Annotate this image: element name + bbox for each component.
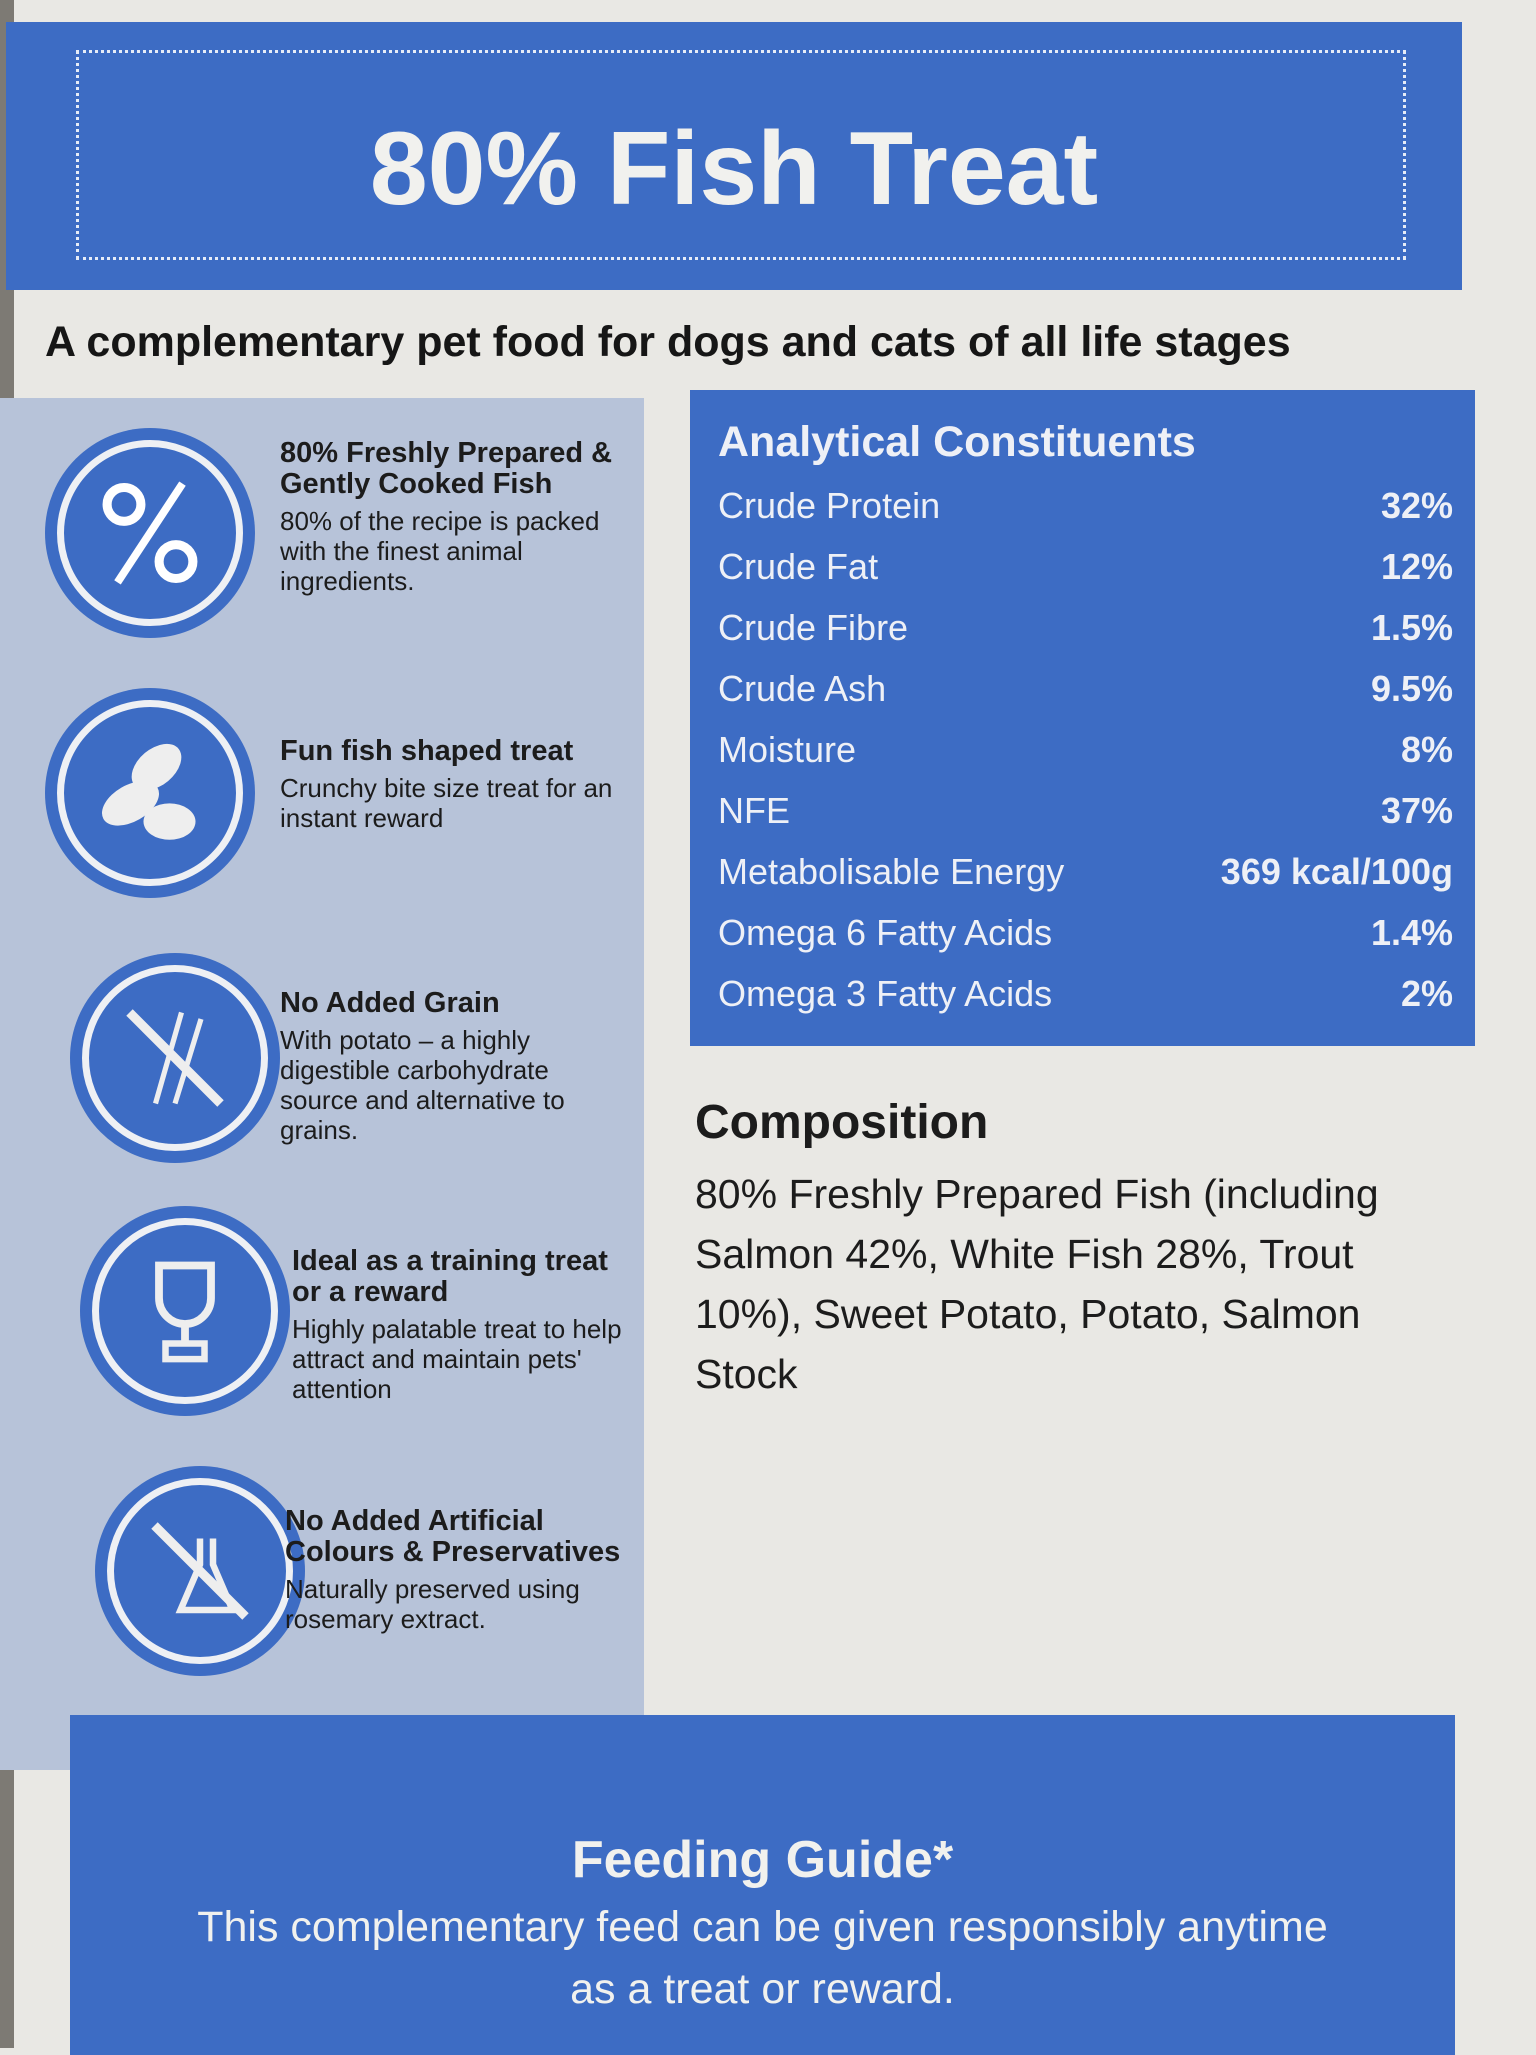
feeding-guide: Feeding Guide* This complementary feed c…	[70, 1715, 1455, 2055]
no-grain-icon	[70, 953, 280, 1163]
table-row: Crude Protein 32%	[718, 475, 1453, 536]
feeding-guide-title: Feeding Guide*	[571, 1831, 954, 1889]
feature-title: Ideal as a training treat or a reward	[292, 1245, 608, 1308]
constituent-label: NFE	[718, 789, 790, 831]
constituent-value: 369 kcal/100g	[1220, 850, 1453, 892]
table-row: Omega 6 Fatty Acids 1.4%	[718, 902, 1453, 963]
constituent-value: 1.4%	[1370, 911, 1453, 953]
feature-item: No Added Artificial Colours & Preservati…	[0, 1466, 644, 1706]
constituent-value: 2%	[1400, 972, 1453, 1014]
constituent-label: Crude Protein	[718, 484, 941, 526]
features-panel: 80% Freshly Prepared & Gently Cooked Fis…	[0, 398, 644, 1770]
constituent-label: Omega 6 Fatty Acids	[718, 911, 1053, 953]
feature-item: No Added Grain With potato – a highly dig…	[0, 953, 644, 1193]
constituent-value: 1.5%	[1370, 606, 1453, 648]
composition-title: Composition	[695, 1096, 989, 1149]
constituent-label: Moisture	[718, 728, 857, 770]
table-row: Omega 3 Fatty Acids 2%	[718, 963, 1453, 1024]
feature-description: Naturally preserved using rosemary extra…	[285, 1574, 580, 1634]
constituent-label: Crude Fat	[718, 545, 879, 587]
feeding-guide-text: This complementary feed can be given res…	[197, 1903, 1328, 2013]
feature-description: 80% of the recipe is packed with the fin…	[280, 506, 600, 596]
trophy-icon	[80, 1206, 290, 1416]
feature-description: Crunchy bite size treat for an instant r…	[280, 773, 613, 833]
table-row: NFE 37%	[718, 780, 1453, 841]
dotted-border	[76, 50, 1406, 260]
feature-item: Fun fish shaped treat Crunchy bite size t…	[0, 688, 644, 928]
table-row: Moisture 8%	[718, 719, 1453, 780]
table-row: Crude Fat 12%	[718, 536, 1453, 597]
feature-item: 80% Freshly Prepared & Gently Cooked Fis…	[0, 428, 644, 668]
subtitle: A complementary pet food for dogs and ca…	[45, 318, 1291, 366]
feature-title: No Added Artificial Colours & Preservati…	[285, 1505, 621, 1568]
constituent-value: 37%	[1380, 789, 1453, 831]
composition-section: Composition 80% Freshly Prepared Fish (i…	[695, 1095, 1415, 1404]
constituent-value: 8%	[1400, 728, 1453, 770]
percent-icon	[45, 428, 255, 638]
feature-title: Fun fish shaped treat	[280, 735, 574, 767]
table-row: Crude Ash 9.5%	[718, 658, 1453, 719]
feature-item: Ideal as a training treat or a reward Hig…	[0, 1206, 644, 1446]
composition-text: 80% Freshly Prepared Fish (including Sal…	[695, 1171, 1379, 1397]
constituent-value: 12%	[1380, 545, 1453, 587]
product-title: 80% Fish Treat	[369, 111, 1099, 227]
feature-description: Highly palatable treat to help attract a…	[292, 1314, 622, 1404]
no-chemicals-icon	[95, 1466, 305, 1676]
analytical-constituents-table: Analytical Constituents Crude Protein 32%…	[690, 390, 1475, 1046]
feature-description: With potato – a highly digestible carboh…	[280, 1025, 565, 1145]
constituent-value: 32%	[1380, 484, 1453, 526]
fish-treat-icon	[45, 688, 255, 898]
feature-title: No Added Grain	[280, 987, 500, 1019]
constituent-label: Crude Fibre	[718, 606, 909, 648]
constituent-label: Metabolisable Energy	[718, 850, 1065, 892]
constituent-value: 9.5%	[1370, 667, 1453, 709]
constituent-label: Crude Ash	[718, 667, 887, 709]
feature-title: 80% Freshly Prepared & Gently Cooked Fis…	[280, 437, 613, 500]
table-title: Analytical Constituents	[718, 418, 1196, 466]
table-row: Crude Fibre 1.5%	[718, 597, 1453, 658]
title-banner: 80% Fish Treat	[6, 22, 1462, 290]
constituent-label: Omega 3 Fatty Acids	[718, 972, 1053, 1014]
table-row: Metabolisable Energy 369 kcal/100g	[718, 841, 1453, 902]
